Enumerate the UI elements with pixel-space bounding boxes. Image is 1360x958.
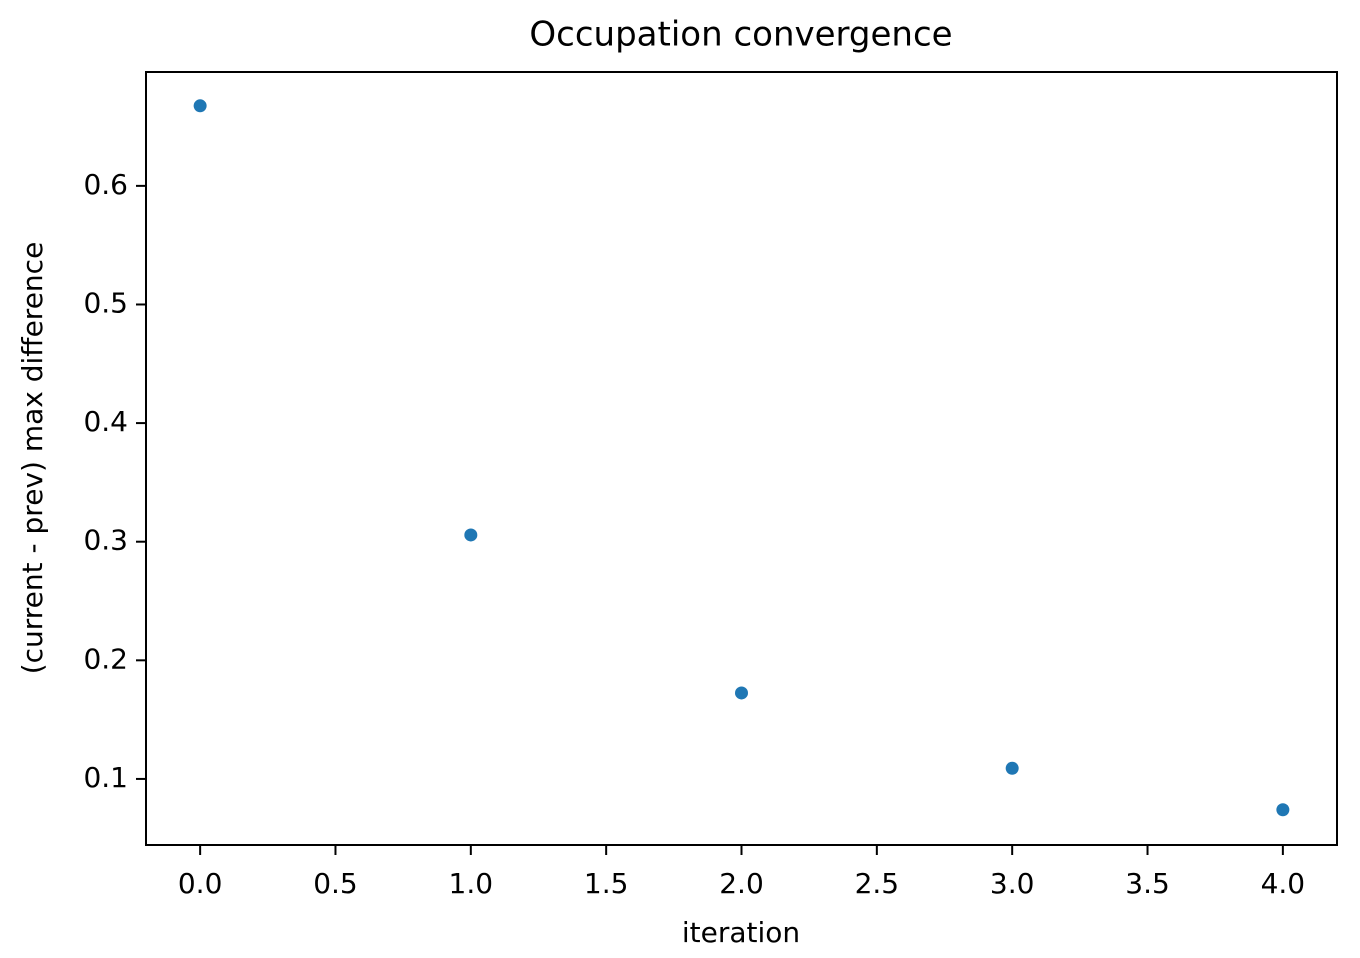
x-tick-label: 4.0 [1261,867,1306,900]
point [1005,761,1019,775]
chart-title: Occupation convergence [529,15,952,55]
x-tick-label: 2.5 [855,867,900,900]
y-tick-label: 0.6 [83,168,128,201]
y-tick-label: 0.5 [83,286,128,319]
x-tick-label: 1.0 [449,867,494,900]
point [735,686,748,700]
x-tick-label: 2.0 [719,867,764,900]
x-tick-label: 0.5 [313,867,358,900]
point [464,528,478,542]
point [193,99,207,113]
x-tick-label: 3.5 [1125,867,1170,900]
x-axis-label: iteration [682,916,800,949]
point [1276,803,1290,817]
y-tick-label: 0.2 [83,642,128,675]
y-tick-label: 0.3 [83,524,128,557]
x-tick-label: 0.0 [178,867,223,900]
x-tick-label: 1.5 [584,867,629,900]
x-tick-label: 3.0 [990,867,1035,900]
y-tick-label: 0.4 [83,405,128,438]
y-tick-label: 0.1 [83,761,128,794]
plot-frame [145,71,1338,846]
y-axis-label: (current - prev) max difference [16,242,49,675]
